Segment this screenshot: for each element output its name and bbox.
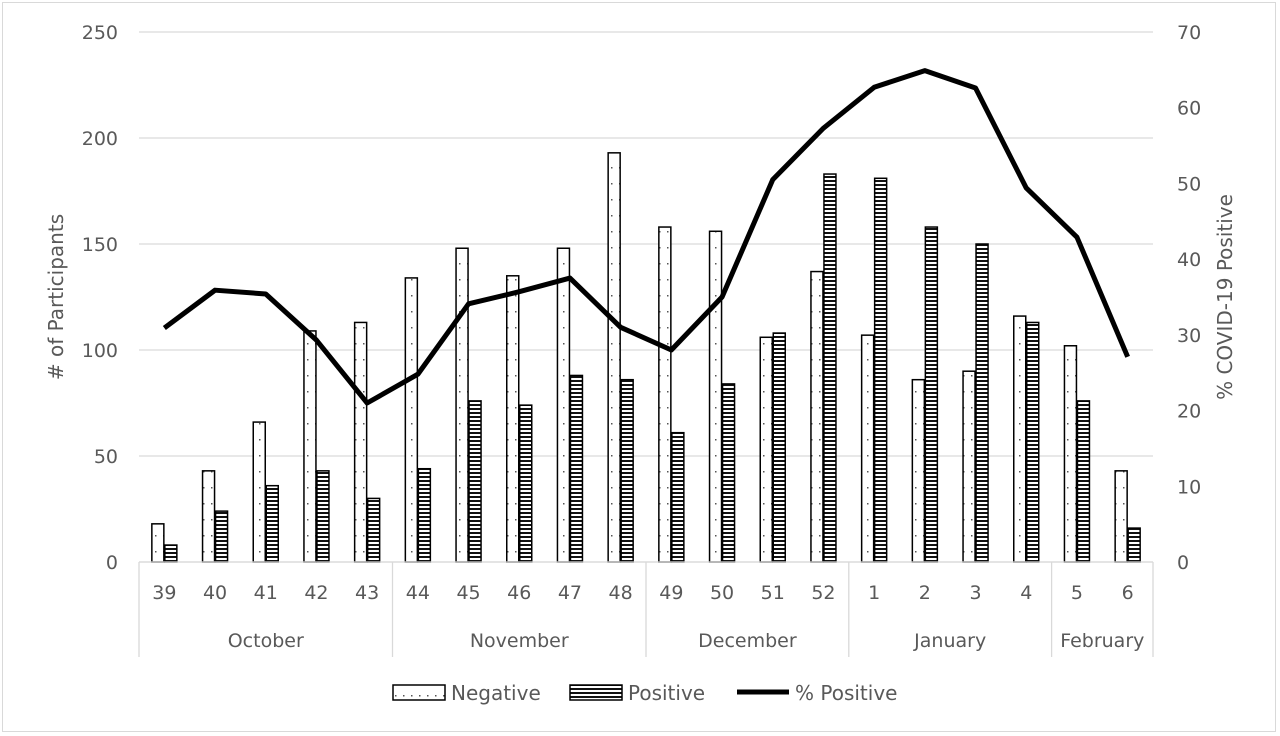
bar-positive [366, 497, 381, 563]
bar-positive [1127, 527, 1141, 563]
y-tick-label: 50 [94, 446, 118, 468]
x-tick-label: 46 [507, 582, 531, 604]
bar-positive [569, 374, 584, 563]
x-tick-label: 41 [254, 582, 278, 604]
bar-positive [873, 177, 888, 563]
legend-label-pct-positive: % Positive [795, 681, 897, 705]
x-tick-label: 39 [152, 582, 176, 604]
bar-negative [1013, 315, 1027, 563]
month-label: December [698, 630, 797, 652]
x-tick-label: 49 [659, 582, 683, 604]
bar-negative [810, 270, 824, 563]
bar-negative [658, 226, 672, 563]
y2-axis-title: % COVID-19 Positive [1213, 194, 1237, 400]
x-tick-label: 51 [761, 582, 785, 604]
y-tick-label: 100 [82, 340, 118, 362]
bar-positive [265, 484, 279, 563]
bar-negative [708, 230, 723, 563]
month-label: October [228, 630, 304, 652]
bar-positive [721, 383, 736, 563]
x-tick-label: 52 [811, 582, 835, 604]
x-tick-label: 40 [203, 582, 227, 604]
bar-positive [519, 404, 533, 563]
y2-tick-label: 70 [1177, 22, 1201, 44]
bar-positive [468, 400, 482, 563]
bar-negative [1114, 470, 1128, 563]
y2-tick-label: 40 [1177, 249, 1201, 271]
bar-negative [252, 421, 266, 563]
x-tick-label: 1 [868, 582, 880, 604]
bar-positive [1076, 400, 1091, 563]
y-tick-label: 0 [106, 552, 118, 574]
bar-negative [860, 334, 875, 563]
month-label: November [470, 630, 569, 652]
bar-positive [823, 173, 837, 563]
x-tick-label: 42 [304, 582, 328, 604]
x-tick-label: 2 [919, 582, 931, 604]
bar-negative [607, 152, 621, 563]
bar-negative [759, 336, 773, 563]
bar-positive [164, 544, 178, 563]
bar-positive [620, 378, 634, 563]
y2-tick-label: 50 [1177, 173, 1201, 195]
y2-tick-label: 60 [1177, 98, 1201, 120]
bar-negative [303, 330, 317, 563]
legend-swatch-positive [569, 684, 623, 701]
x-tick-label: 44 [406, 582, 430, 604]
y2-tick-label: 30 [1177, 325, 1201, 347]
bar-positive [1026, 321, 1040, 563]
x-tick-label: 43 [355, 582, 379, 604]
bar-negative [151, 523, 165, 563]
bar-negative [962, 370, 976, 563]
bar-negative [506, 275, 520, 563]
y-tick-label: 150 [82, 234, 118, 256]
legend-label-negative: Negative [451, 681, 541, 705]
x-tick-label: 50 [710, 582, 734, 604]
legend-swatch-negative [392, 684, 446, 701]
bar-positive [214, 510, 229, 563]
x-tick-label: 47 [558, 582, 582, 604]
bar-negative [404, 277, 419, 563]
bar-negative [455, 247, 469, 563]
legend-label-positive: Positive [628, 681, 705, 705]
bar-positive [772, 332, 786, 563]
bar-positive [316, 470, 330, 563]
bar-negative [353, 321, 368, 563]
month-label: January [913, 630, 986, 652]
x-tick-label: 45 [456, 582, 480, 604]
y-axis-title: # of Participants [44, 214, 68, 380]
y2-tick-label: 0 [1177, 552, 1189, 574]
x-tick-label: 48 [609, 582, 633, 604]
bar-positive [975, 243, 989, 563]
bar-positive [671, 431, 685, 563]
y-tick-label: 250 [82, 22, 118, 44]
y2-tick-label: 20 [1177, 401, 1201, 423]
x-tick-label: 4 [1020, 582, 1032, 604]
bar-positive [417, 467, 432, 563]
y2-tick-label: 10 [1177, 476, 1201, 498]
x-tick-label: 3 [970, 582, 982, 604]
y-tick-label: 200 [82, 128, 118, 150]
x-tick-label: 6 [1122, 582, 1134, 604]
bar-positive [924, 226, 939, 563]
x-tick-label: 5 [1071, 582, 1083, 604]
bar-negative [1063, 345, 1078, 563]
bar-negative [201, 470, 216, 563]
line-pct-positive [162, 68, 1130, 406]
bar-negative [556, 247, 571, 563]
bar-negative [911, 378, 926, 563]
month-label: February [1060, 630, 1144, 652]
legend: Negative Positive % Positive [392, 681, 897, 705]
